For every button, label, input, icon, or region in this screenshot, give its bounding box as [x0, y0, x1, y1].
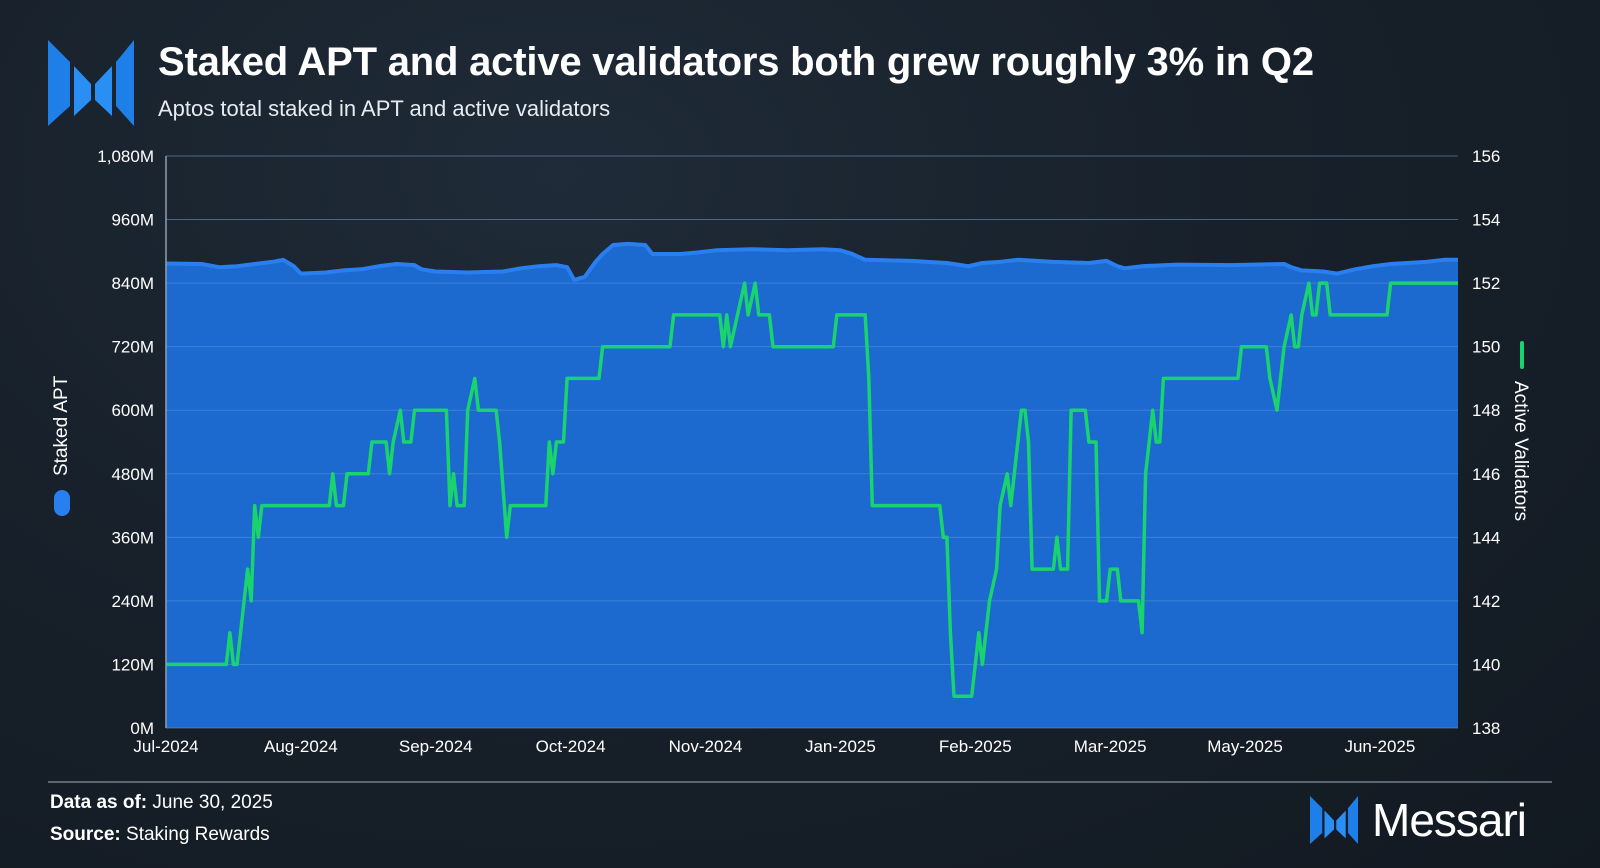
brand-logo: Messari: [1310, 794, 1527, 846]
x-tick-label: Jul-2024: [133, 737, 198, 756]
left-tick-label: 0M: [130, 719, 154, 738]
left-tick-label: 360M: [111, 528, 154, 547]
right-tick-label: 138: [1472, 719, 1500, 738]
messari-logo-icon: [48, 40, 134, 126]
right-tick-label: 146: [1472, 465, 1500, 484]
right-tick-label: 154: [1472, 211, 1500, 230]
right-axis-title-group: Active Validators: [1510, 341, 1531, 521]
right-tick-label: 156: [1472, 147, 1500, 166]
data-as-of: Data as of: June 30, 2025: [50, 792, 273, 814]
left-tick-label: 600M: [111, 401, 154, 420]
right-tick-label: 142: [1472, 592, 1500, 611]
staked-apt-area: [166, 243, 1458, 728]
right-tick-label: 148: [1472, 401, 1500, 420]
x-tick-label: May-2025: [1207, 737, 1283, 756]
source: Source: Staking Rewards: [50, 824, 270, 846]
x-tick-label: Sep-2024: [399, 737, 473, 756]
right-tick-label: 140: [1472, 655, 1500, 674]
x-tick-label: Nov-2024: [669, 737, 743, 756]
x-tick-label: Oct-2024: [536, 737, 606, 756]
page-title: Staked APT and active validators both gr…: [158, 40, 1314, 84]
right-tick-label: 144: [1472, 528, 1500, 547]
right-tick-label: 150: [1472, 338, 1500, 357]
staked-apt-legend-swatch: [54, 490, 70, 516]
page-subtitle: Aptos total staked in APT and active val…: [158, 96, 611, 121]
left-axis-title: Staked APT: [51, 375, 72, 476]
x-tick-label: Mar-2025: [1074, 737, 1147, 756]
left-tick-label: 120M: [111, 655, 154, 674]
x-tick-label: Aug-2024: [264, 737, 338, 756]
x-tick-label: Feb-2025: [939, 737, 1012, 756]
x-tick-label: Jun-2025: [1344, 737, 1415, 756]
right-axis-title: Active Validators: [1510, 381, 1531, 521]
footer-divider: [48, 781, 1552, 783]
messari-brand-icon: [1310, 796, 1358, 844]
brand-name: Messari: [1372, 794, 1527, 846]
x-axis-ticks: Jul-2024 Aug-2024 Sep-2024 Oct-2024 Nov-2024…: [133, 737, 1415, 756]
source-label: Source:: [50, 824, 121, 845]
left-tick-label: 720M: [111, 338, 154, 357]
source-value: Staking Rewards: [126, 824, 270, 845]
left-tick-label: 240M: [111, 592, 154, 611]
left-tick-label: 480M: [111, 465, 154, 484]
right-tick-label: 152: [1472, 274, 1500, 293]
left-tick-label: 1,080M: [97, 147, 154, 166]
staked-apt-line: [165, 241, 1458, 282]
active-validators-line: [166, 281, 1458, 698]
right-axis-ticks: 138 140 142 144 146 148 150 152 154 156: [1472, 147, 1500, 738]
left-axis-title-group: Staked APT: [51, 375, 72, 516]
x-tick-label: Jan-2025: [805, 737, 876, 756]
data-as-of-value: June 30, 2025: [152, 792, 273, 813]
data-as-of-label: Data as of:: [50, 792, 148, 813]
left-tick-label: 840M: [111, 274, 154, 293]
left-axis-ticks: 0M 120M 240M 360M 480M 600M 720M 840M 960M 1,080M: [97, 147, 154, 738]
left-tick-label: 960M: [111, 211, 154, 230]
